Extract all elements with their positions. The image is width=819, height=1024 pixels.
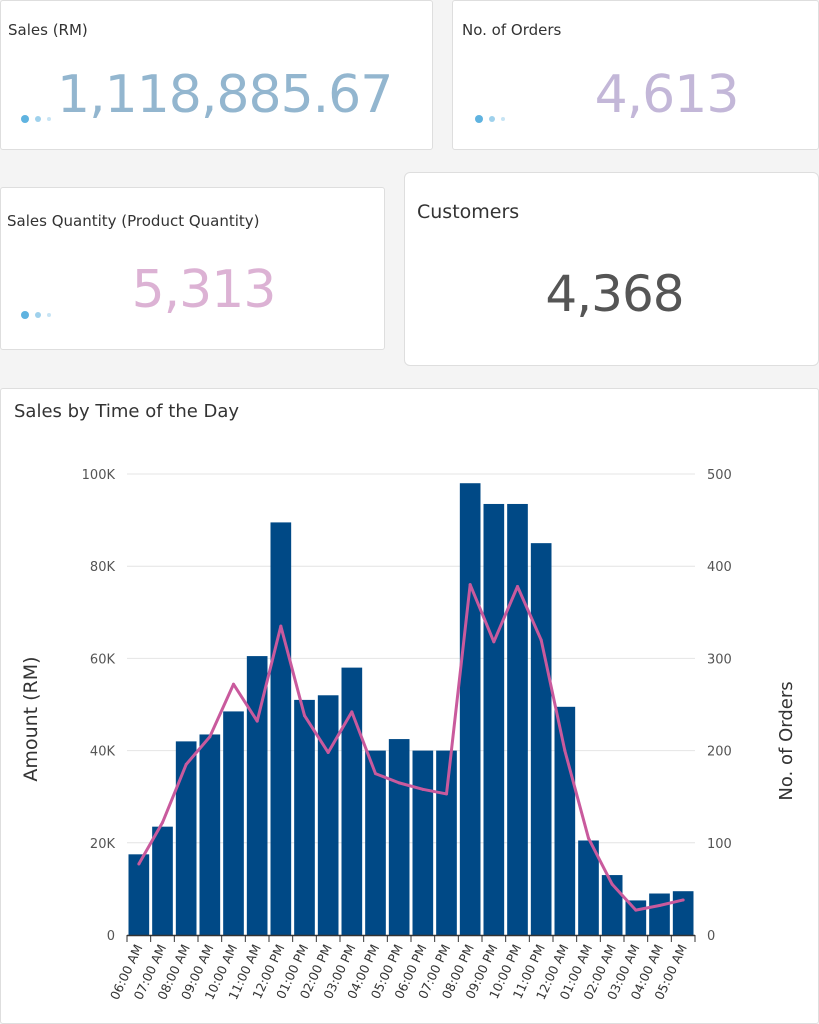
bar-series [128,483,694,935]
sales-kpi-title: Sales (RM) [8,21,88,39]
bar[interactable] [578,840,599,935]
line-point[interactable] [539,638,543,642]
line-point[interactable] [326,750,330,754]
bar[interactable] [672,891,694,935]
bar[interactable] [459,483,481,935]
bar[interactable] [223,711,244,935]
quantity-kpi-card[interactable]: Sales Quantity (Product Quantity) 5,313 [0,187,385,350]
bar[interactable] [128,854,150,935]
y2-tick-label: 200 [707,745,732,760]
line-point[interactable] [492,640,496,644]
orders-line[interactable] [137,583,684,912]
customers-kpi-title: Customers [417,201,520,223]
y-axis-label: Amount (RM) [20,656,42,781]
chart-title: Sales by Time of the Day [14,401,240,422]
bar[interactable] [625,900,647,935]
line-point[interactable] [587,836,590,840]
y2-tick-label: 500 [707,468,732,483]
customers-kpi-value: 4,368 [545,265,684,323]
y-tick-label: 20K [90,837,116,852]
line-point[interactable] [563,749,567,753]
customers-kpi-card[interactable]: Customers 4,368 [404,172,819,366]
y2-tick-label: 100 [707,837,732,852]
line-point[interactable] [681,898,685,902]
line-point[interactable] [350,710,354,714]
line-point[interactable] [303,714,306,718]
quantity-kpi-value: 5,313 [131,260,277,320]
bar[interactable] [507,503,528,935]
quantity-kpi-title: Sales Quantity (Product Quantity) [7,212,260,230]
y-tick-label: 80K [90,560,116,575]
line-point[interactable] [445,792,448,796]
bar[interactable] [412,750,434,935]
bar[interactable] [152,826,173,935]
sales-kpi-value: 1,118,885.67 [57,65,393,125]
sales-kpi-card[interactable]: Sales (RM) 1,118,885.67 [0,0,433,150]
line-point[interactable] [137,862,141,866]
orders-kpi-card[interactable]: No. of Orders 4,613 [452,0,819,150]
y-tick-label: 60K [90,652,116,667]
gridlines [127,473,695,844]
line-point[interactable] [255,719,259,723]
line-point[interactable] [232,682,235,686]
line-point[interactable] [421,787,425,791]
y2-tick-label: 300 [707,652,732,667]
line-point[interactable] [634,908,638,912]
bar[interactable] [294,699,315,935]
y-tick-label: 100K [82,468,116,483]
y2-tick-label: 400 [707,560,732,575]
line-point[interactable] [516,584,519,588]
bar[interactable] [483,503,505,935]
bar[interactable] [175,741,197,935]
line-point[interactable] [161,821,164,825]
line-point[interactable] [658,903,661,907]
orders-kpi-value: 4,613 [594,65,740,125]
bar[interactable] [530,543,552,935]
bar[interactable] [246,656,268,935]
bar[interactable] [649,893,670,935]
line-point[interactable] [279,624,283,628]
bar[interactable] [341,667,363,935]
bar[interactable] [199,734,221,935]
line-point[interactable] [208,735,212,739]
sales-by-time-chart-card[interactable]: Sales by Time of the Day 0 20K 40K 60K 80K 10… [0,388,819,1024]
bar[interactable] [436,750,457,935]
line-point[interactable] [184,762,188,766]
y2-tick-label: 0 [707,929,715,944]
bar[interactable] [365,750,386,935]
bar[interactable] [317,695,339,935]
y2-axis-label: No. of Orders [776,681,797,800]
line-series [137,583,685,912]
y-tick-label: 40K [90,745,116,760]
y-tick-label: 0 [107,929,115,944]
orders-kpi-title: No. of Orders [462,21,562,39]
line-point[interactable] [397,781,401,785]
bar[interactable] [554,706,576,935]
bar[interactable] [270,522,292,935]
line-point[interactable] [610,882,614,886]
line-point[interactable] [468,583,472,587]
bar[interactable] [388,739,410,935]
line-point[interactable] [374,772,377,776]
